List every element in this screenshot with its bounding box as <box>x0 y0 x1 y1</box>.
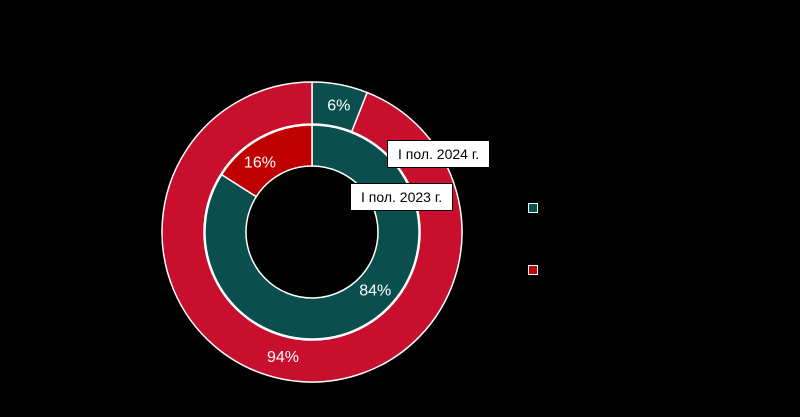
inner-ring-series-label: I пол. 2023 г. <box>350 183 454 211</box>
ring-1-data-label-1: 16% <box>244 154 276 171</box>
legend-marker-red <box>528 265 538 275</box>
ring-1-slice-0 <box>204 124 420 340</box>
ring-0-data-label-0: 6% <box>327 97 350 114</box>
legend-marker-teal <box>528 203 538 213</box>
outer-ring-series-label: I пол. 2024 г. <box>387 140 491 168</box>
ring-0-data-label-1: 94% <box>267 349 299 366</box>
ring-1-data-label-0: 84% <box>359 282 391 299</box>
ring-1-slice-1 <box>220 124 313 198</box>
ring-0-slice-1 <box>161 81 463 383</box>
